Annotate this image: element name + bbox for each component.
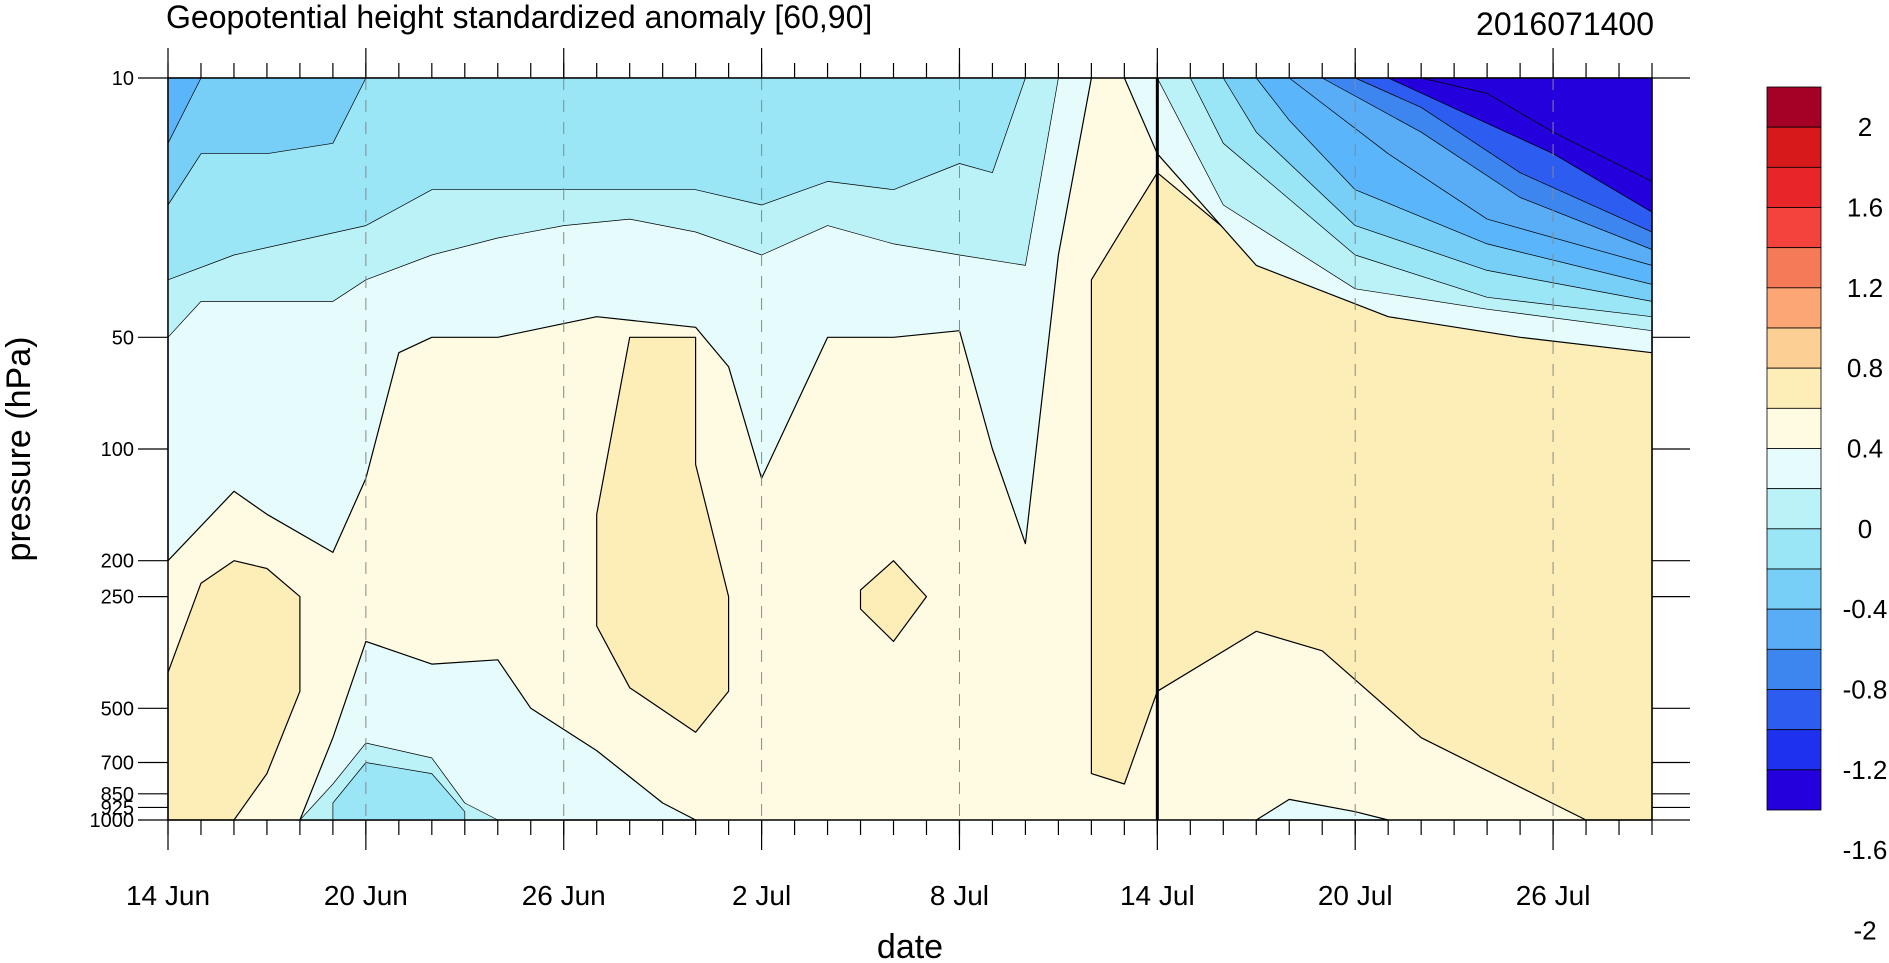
colorbar-swatch xyxy=(1766,287,1822,329)
colorbar-label: -0.4 xyxy=(1843,594,1888,624)
x-tick-label: 14 Jun xyxy=(126,880,210,911)
colorbar-swatch xyxy=(1766,648,1822,690)
colorbar-label: -2 xyxy=(1853,916,1876,946)
colorbar-swatch xyxy=(1766,126,1822,168)
colorbar-label: -1.2 xyxy=(1843,755,1888,785)
y-tick-label: 200 xyxy=(101,551,134,573)
y-tick-label: 10 xyxy=(112,68,134,90)
x-axis-label: date xyxy=(877,928,943,963)
colorbar-swatch xyxy=(1766,488,1822,530)
colorbar-swatch xyxy=(1766,207,1822,249)
colorbar-swatch xyxy=(1766,166,1822,208)
colorbar-swatch xyxy=(1766,729,1822,771)
y-tick-label: 1000 xyxy=(90,810,135,832)
y-tick-label: 50 xyxy=(112,327,134,349)
colorbar-label: 0 xyxy=(1858,514,1872,544)
contour-region-5 xyxy=(596,336,730,733)
colorbar-label: 1.2 xyxy=(1847,273,1883,303)
colorbar-swatch xyxy=(1766,568,1822,610)
colorbar-swatch xyxy=(1766,86,1822,128)
colorbar-swatch xyxy=(1766,448,1822,490)
colorbar-label: -1.6 xyxy=(1843,835,1888,865)
y-tick-label: 250 xyxy=(101,587,134,609)
chart-datestamp: 2016071400 xyxy=(1476,6,1654,42)
y-tick-label: 500 xyxy=(101,698,134,720)
y-tick-label: 850 xyxy=(101,784,134,806)
x-tick-label: 26 Jun xyxy=(522,880,606,911)
colorbar-swatch xyxy=(1766,528,1822,570)
colorbar-label: -0.8 xyxy=(1843,675,1888,705)
colorbar: 2 1.6 1.2 0.8 0.4 0 -0.4 -0.8 -1.2 -1.6 -2 xyxy=(1766,86,1888,946)
y-tick-label: 100 xyxy=(101,439,134,461)
colorbar-swatch xyxy=(1766,407,1822,449)
chart-title: Geopotential height standardized anomaly… xyxy=(166,0,872,35)
x-axis: 14 Jun 20 Jun 26 Jun 2 Jul 8 Jul 14 Jul 20 Jul… xyxy=(126,48,1653,911)
colorbar-swatch xyxy=(1766,608,1822,650)
contour-region-7 xyxy=(859,560,928,643)
x-tick-label: 20 Jun xyxy=(324,880,408,911)
x-tick-label: 2 Jul xyxy=(732,880,791,911)
colorbar-label: 2 xyxy=(1858,112,1872,142)
colorbar-swatch xyxy=(1766,367,1822,409)
colorbar-label: 0.8 xyxy=(1847,353,1883,383)
colorbar-swatch xyxy=(1766,689,1822,731)
colorbar-swatch xyxy=(1766,247,1822,289)
x-tick-label: 26 Jul xyxy=(1516,880,1591,911)
y-axis-label: pressure (hPa) xyxy=(0,337,38,562)
x-tick-label: 20 Jul xyxy=(1318,880,1393,911)
contour-region-13 xyxy=(167,77,1026,281)
y-tick-label: 700 xyxy=(101,753,134,775)
colorbar-label: 1.6 xyxy=(1847,193,1883,223)
colorbar-label: 0.4 xyxy=(1847,434,1883,464)
x-tick-label: 14 Jul xyxy=(1120,880,1195,911)
colorbar-swatch xyxy=(1766,769,1822,811)
y-tick-label: 925 xyxy=(101,797,134,819)
x-tick-label: 8 Jul xyxy=(930,880,989,911)
contour-fields xyxy=(167,77,1653,821)
colorbar-swatch xyxy=(1766,327,1822,369)
